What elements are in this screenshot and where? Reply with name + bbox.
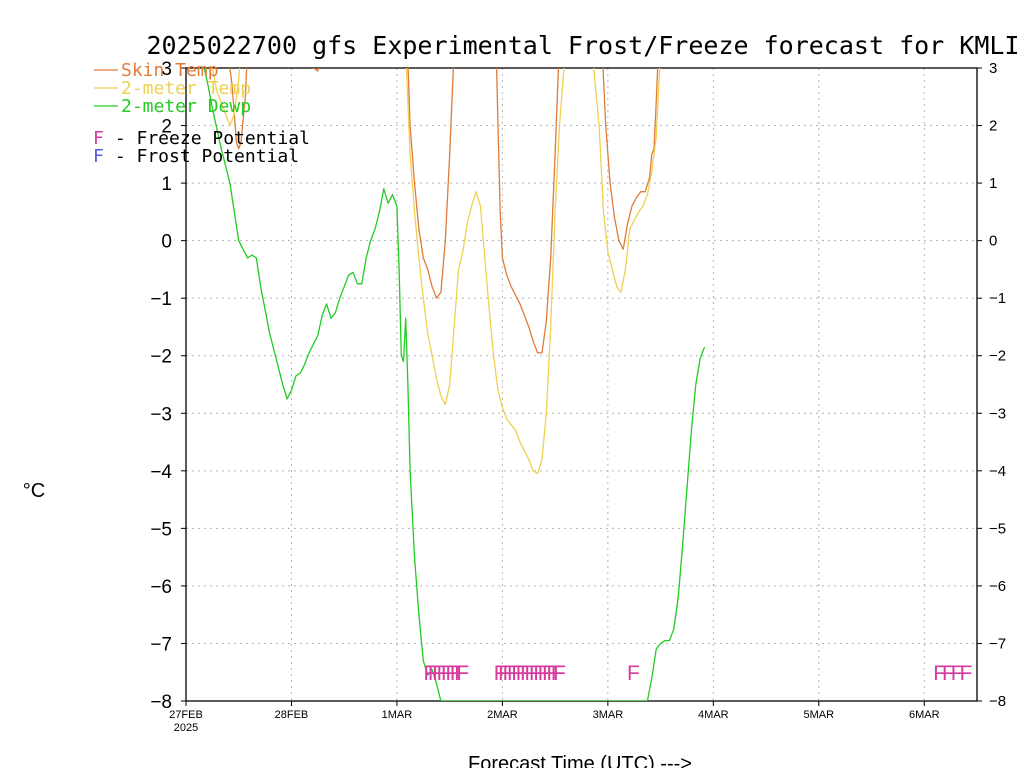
freeze-flag-mark: F bbox=[454, 662, 467, 685]
freeze-flag-mark: F bbox=[520, 662, 533, 685]
y-tick-label-right: −8 bbox=[989, 693, 1006, 710]
x-tick-label: 4MAR bbox=[698, 709, 729, 721]
series-line-skin-temp bbox=[229, 68, 659, 354]
freeze-flag-mark: F bbox=[423, 662, 436, 685]
freeze-flag-mark: F bbox=[627, 662, 640, 685]
y-tick-label-right: −3 bbox=[989, 405, 1006, 422]
freeze-flag-mark: F bbox=[516, 662, 529, 685]
series-line-2-meter-dewp bbox=[199, 68, 706, 701]
freeze-flag-mark: F bbox=[933, 662, 946, 685]
legend-label-2m-dewp: 2-meter Dewp bbox=[121, 96, 251, 117]
freeze-flag-mark: F bbox=[445, 662, 458, 685]
y-tick-label-left: −6 bbox=[150, 577, 172, 598]
y-tick-label-left: 1 bbox=[161, 174, 172, 195]
x-tick-label: 27FEB bbox=[169, 709, 203, 721]
x-tick-label: 2MAR bbox=[487, 709, 518, 721]
freeze-flag-mark: F bbox=[511, 662, 524, 685]
freeze-flag-mark: F bbox=[503, 662, 516, 685]
legend-frost-text: - Frost Potential bbox=[104, 146, 299, 167]
freeze-flag-mark: F bbox=[437, 662, 450, 685]
y-tick-label-right: −4 bbox=[989, 463, 1006, 480]
y-tick-label-left: −1 bbox=[150, 289, 172, 310]
freeze-flag-mark: F bbox=[507, 662, 520, 685]
freeze-flag-mark: F bbox=[498, 662, 511, 685]
freeze-flag-mark: F bbox=[450, 662, 463, 685]
x-tick-year-label: 2025 bbox=[174, 722, 198, 734]
y-tick-label-left: 2 bbox=[161, 117, 172, 138]
freeze-flag-mark: F bbox=[441, 662, 454, 685]
freeze-flag-mark: F bbox=[428, 662, 441, 685]
y-tick-label-left: −7 bbox=[150, 634, 172, 655]
legend-item-frost-potential: F - Frost Potential bbox=[93, 146, 299, 167]
freeze-flag-mark: F bbox=[542, 662, 555, 685]
legend-freeze-text: - Freeze Potential bbox=[104, 128, 310, 149]
series-line-2-meter-temp bbox=[211, 68, 661, 475]
plot-frame bbox=[185, 67, 978, 702]
y-axis-ticks: −8 −8 −7 −7 −6 −6 −5 −5 −4 −4 −3 −3 −2 −2 −1 −1 0 0 1 1 2 2 3 3 bbox=[150, 59, 1006, 713]
y-tick-label-right: −6 bbox=[989, 578, 1006, 595]
y-tick-label-left: −5 bbox=[150, 519, 172, 540]
freeze-flag-mark: F bbox=[951, 662, 964, 685]
freeze-flag-mark: F bbox=[456, 662, 469, 685]
y-tick-label-right: −2 bbox=[989, 348, 1006, 365]
freeze-flag-mark: F bbox=[533, 662, 546, 685]
y-tick-label-right: 1 bbox=[989, 175, 997, 192]
y-tick-label-right: 0 bbox=[989, 233, 997, 250]
y-tick-label-left: −2 bbox=[150, 347, 172, 368]
y-tick-label-right: 3 bbox=[989, 60, 997, 77]
y-tick-label-left: −4 bbox=[150, 462, 172, 483]
legend-frost-letter: F bbox=[93, 146, 104, 167]
freeze-flag-mark: F bbox=[525, 662, 538, 685]
y-tick-label-left: −8 bbox=[150, 692, 172, 713]
freeze-flag-mark: F bbox=[494, 662, 507, 685]
x-tick-label: 6MAR bbox=[909, 709, 940, 721]
freeze-flag-mark: F bbox=[942, 662, 955, 685]
legend-label-skin-temp: Skin Temp bbox=[121, 60, 219, 81]
x-tick-label: 3MAR bbox=[593, 709, 624, 721]
legend-item-freeze-potential: F - Freeze Potential bbox=[93, 128, 310, 149]
y-tick-label-right: −1 bbox=[989, 290, 1006, 307]
series-lines bbox=[199, 68, 706, 701]
grid-lines bbox=[186, 68, 977, 701]
x-axis-label: Forecast Time (UTC) ---> bbox=[468, 753, 692, 768]
y-tick-label-left: 3 bbox=[161, 59, 172, 80]
freeze-flag-mark: F bbox=[538, 662, 551, 685]
x-tick-label: 28FEB bbox=[275, 709, 309, 721]
legend-freeze-letter: F bbox=[93, 128, 104, 149]
legend-item-2m-temp: 2-meter Temp bbox=[94, 78, 251, 99]
y-axis-label: °C bbox=[23, 480, 45, 502]
freeze-flag-mark: F bbox=[960, 662, 973, 685]
freeze-flag-mark: F bbox=[529, 662, 542, 685]
x-tick-label: 5MAR bbox=[804, 709, 835, 721]
y-tick-label-right: −5 bbox=[989, 520, 1006, 537]
legend: Skin Temp 2-meter Temp 2-meter Dewp F - … bbox=[93, 60, 310, 167]
x-tick-label: 1MAR bbox=[382, 709, 413, 721]
y-tick-label-left: 0 bbox=[161, 232, 172, 253]
freeze-flag-mark: F bbox=[432, 662, 445, 685]
freeze-flag-mark: F bbox=[547, 662, 560, 685]
y-tick-label-left: −3 bbox=[150, 404, 172, 425]
y-tick-label-right: 2 bbox=[989, 118, 997, 135]
freeze-flag-mark: F bbox=[551, 662, 564, 685]
legend-label-2m-temp: 2-meter Temp bbox=[121, 78, 251, 99]
legend-item-2m-dewp: 2-meter Dewp bbox=[94, 96, 251, 117]
freeze-flag-mark: F bbox=[553, 662, 566, 685]
legend-item-skin-temp: Skin Temp bbox=[94, 60, 219, 81]
y-tick-label-right: −7 bbox=[989, 635, 1006, 652]
chart-title: 2025022700 gfs Experimental Frost/Freeze… bbox=[147, 31, 1020, 60]
